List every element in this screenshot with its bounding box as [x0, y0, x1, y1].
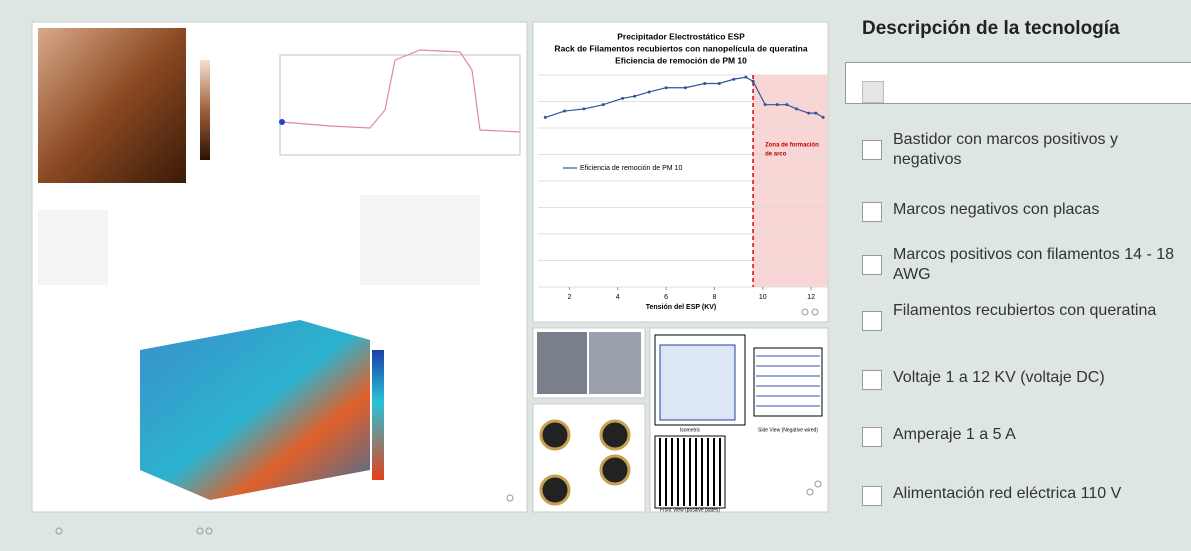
drawing-label: Front View (positive plates)	[660, 507, 721, 513]
data-point	[602, 103, 605, 106]
checkbox[interactable]	[862, 427, 882, 447]
data-point	[752, 80, 755, 83]
afm-3d-image	[140, 320, 370, 500]
data-point	[703, 82, 706, 85]
sidebar-header	[845, 62, 1191, 104]
data-point	[785, 103, 788, 106]
profile-marker	[279, 119, 285, 125]
data-point	[718, 82, 721, 85]
photo	[537, 332, 587, 394]
data-point	[822, 116, 825, 119]
data-point	[633, 95, 636, 98]
photo	[589, 332, 641, 394]
data-point	[764, 103, 767, 106]
iso-drawing	[660, 345, 735, 420]
zone-label: Zona de formación	[765, 143, 819, 149]
x-tick-label: 10	[759, 294, 767, 301]
x-axis-label: Tensión del ESP (KV)	[646, 304, 717, 311]
checkbox[interactable]	[862, 202, 882, 222]
data-point	[744, 76, 747, 79]
drawing-label: Isometric	[680, 427, 701, 433]
data-point	[582, 107, 585, 110]
drawing-label: Side View (Negative wired)	[758, 427, 818, 433]
sidebar-title: Descripción de la tecnología	[862, 18, 1120, 40]
afm-colorbar	[200, 60, 210, 160]
afm-3d-colorbar	[372, 350, 384, 480]
feature-item: Bastidor con marcos positivos y negativo…	[893, 130, 1183, 170]
checkbox[interactable]	[862, 140, 882, 160]
data-point	[684, 86, 687, 89]
zone-label: de arco	[765, 152, 787, 158]
x-tick-label: 6	[664, 294, 668, 301]
x-tick-label: 4	[616, 294, 620, 301]
checkbox[interactable]	[862, 81, 884, 103]
chart-title: Precipitador Electrostático ESP	[617, 31, 745, 41]
data-point	[776, 103, 779, 106]
feature-item: Filamentos recubiertos con queratina	[893, 301, 1183, 321]
checkbox[interactable]	[862, 370, 882, 390]
feature-item: Marcos negativos con placas	[893, 200, 1183, 220]
feature-item: Alimentación red eléctrica 110 V	[893, 484, 1183, 504]
data-point	[795, 107, 798, 110]
legend-label: Eficiencia de remoción de PM 10	[580, 165, 682, 172]
afm-image	[38, 28, 186, 183]
x-tick-label: 2	[567, 294, 571, 301]
x-tick-label: 12	[807, 294, 815, 301]
feature-item: Marcos positivos con filamentos 14 - 18 …	[893, 245, 1183, 285]
data-point	[621, 97, 624, 100]
page: Isometric Side View (Negative wired) Fro…	[0, 0, 1191, 551]
data-point	[563, 110, 566, 113]
x-tick-label: 8	[712, 294, 716, 301]
checkbox[interactable]	[862, 311, 882, 331]
chart-title: Eficiencia de remoción de PM 10	[615, 55, 747, 65]
figures: Isometric Side View (Negative wired) Fro…	[0, 0, 845, 551]
checkbox[interactable]	[862, 255, 882, 275]
data-point	[732, 78, 735, 81]
data-point	[807, 112, 810, 115]
data-point	[665, 86, 668, 89]
data-point	[814, 112, 817, 115]
data-point	[648, 90, 651, 93]
data-point	[544, 116, 547, 119]
feature-item: Amperaje 1 a 5 A	[893, 425, 1183, 445]
feature-item: Voltaje 1 a 12 KV (voltaje DC)	[893, 368, 1183, 388]
chart-title: Rack de Filamentos recubiertos con nanop…	[554, 43, 807, 53]
checkbox[interactable]	[862, 486, 882, 506]
